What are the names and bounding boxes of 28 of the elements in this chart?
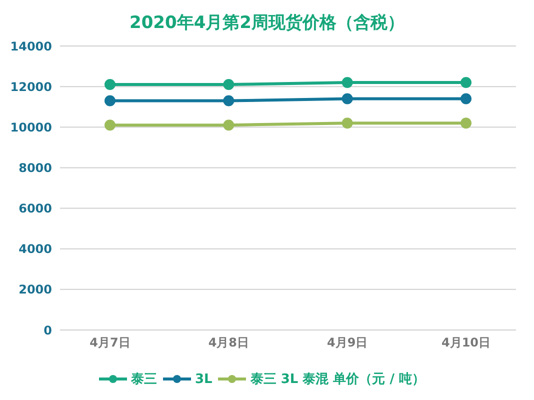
y-tick-label: 2000	[18, 282, 52, 297]
y-tick-label: 4000	[18, 242, 52, 256]
y-tick-label: 8000	[18, 160, 52, 175]
legend-label: 3L	[194, 370, 212, 388]
legend-label: 泰三 3L 泰混 单价（元 / 吨）	[249, 371, 426, 388]
y-tick-label: 0	[44, 323, 52, 338]
y-tick-label: 6000	[18, 202, 52, 216]
x-tick-label: 4月9日	[326, 336, 368, 350]
x-tick-label: 4月8日	[208, 336, 250, 350]
point	[104, 79, 116, 90]
x-tick-label: 4月10日	[441, 336, 491, 350]
point	[342, 77, 353, 88]
legend-label: 泰三	[130, 371, 157, 388]
point	[223, 95, 234, 106]
y-tick-label: 14000	[10, 39, 52, 54]
point	[104, 95, 116, 106]
chart-title: 2020年4月第2周现货价格（含税）	[128, 12, 406, 35]
x-tick-label: 4月7日	[90, 336, 130, 350]
point	[460, 93, 472, 104]
point	[223, 120, 234, 131]
point	[104, 120, 116, 131]
point	[460, 77, 472, 88]
point	[223, 79, 234, 90]
point	[342, 118, 353, 129]
y-tick-label: 12000	[10, 80, 52, 94]
point	[342, 93, 353, 104]
point	[460, 118, 472, 129]
y-tick-label: 10000	[10, 120, 52, 134]
